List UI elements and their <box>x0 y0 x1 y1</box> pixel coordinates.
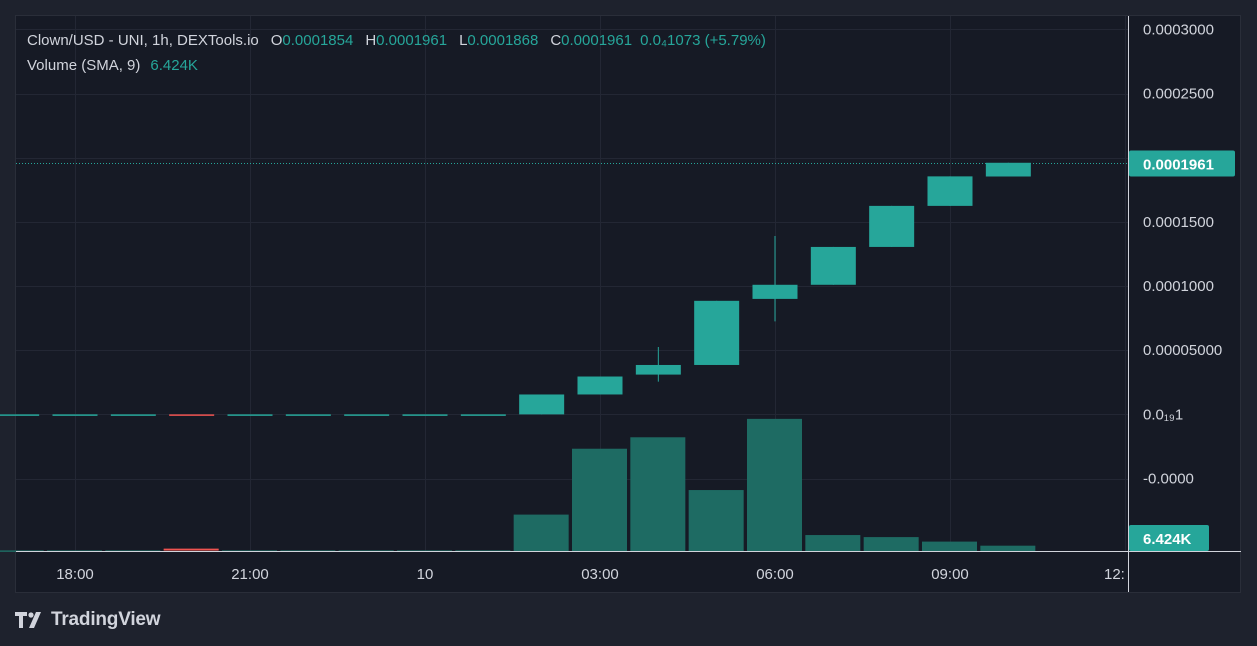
volume-bar <box>630 437 686 551</box>
last-price-tag-bg <box>1129 150 1235 177</box>
candle-body <box>810 246 856 285</box>
candle-body <box>694 300 740 365</box>
price-axis-label: 0.00005000 <box>1143 342 1222 359</box>
volume-bar <box>513 514 569 551</box>
candle-body <box>752 284 798 299</box>
candle-body <box>985 162 1031 177</box>
price-axis-label: 0.0003000 <box>1143 21 1214 38</box>
price-axis[interactable]: 0.0003000 0.0002500 0.0001500 0.0001000 0.00… <box>1143 21 1222 487</box>
time-axis-label: 21:00 <box>231 566 269 583</box>
volume-bar <box>747 418 802 551</box>
volume-bar <box>863 537 919 551</box>
candle-body <box>519 394 565 415</box>
tradingview-icon <box>15 612 41 628</box>
price-axis-label: 0.0001000 <box>1143 278 1214 295</box>
candle-body <box>52 414 98 416</box>
time-axis-label: 06:00 <box>756 566 794 583</box>
candle-body <box>227 414 273 416</box>
volume-bar <box>572 448 627 551</box>
candle-body <box>460 414 506 416</box>
price-axis-label: 0.0₁₉1 <box>1143 406 1183 423</box>
time-axis-label: 09:00 <box>931 566 969 583</box>
tradingview-logo[interactable]: TradingView <box>15 609 161 631</box>
last-price-tag-label: 0.0001961 <box>1143 157 1214 174</box>
price-axis-label: -0.0000 <box>1143 471 1194 488</box>
volume-bar <box>805 535 861 551</box>
volume-bar <box>688 490 744 551</box>
candle-body <box>0 414 40 416</box>
chart-frame <box>15 15 1241 593</box>
candle-body <box>110 414 156 416</box>
candle-body <box>169 414 215 416</box>
candle-body <box>577 376 623 395</box>
candle-body <box>402 414 448 416</box>
volume-bar <box>163 549 219 551</box>
volume-tag-label: 6.424K <box>1143 531 1192 548</box>
candle-body <box>344 414 390 416</box>
time-axis-label: 03:00 <box>581 566 619 583</box>
candlesticks <box>0 162 1031 416</box>
candle-body <box>285 414 331 416</box>
time-axis-label: 18:00 <box>56 566 94 583</box>
price-axis-label: 0.0001500 <box>1143 214 1214 231</box>
candle-body <box>927 176 973 206</box>
price-axis-label: 0.0002500 <box>1143 86 1214 103</box>
volume-tag-bg <box>1129 525 1209 551</box>
time-axis-label: 12: <box>1104 566 1125 583</box>
grid-lines <box>16 16 1128 551</box>
volume-bars <box>0 418 1036 552</box>
volume-bar <box>980 545 1036 551</box>
tradingview-wordmark: TradingView <box>51 609 161 630</box>
candle-body <box>869 205 915 247</box>
time-axis-label: 10 <box>417 566 434 583</box>
volume-tag: 6.424K <box>1129 525 1209 551</box>
candle-body <box>635 364 681 375</box>
time-axis[interactable]: 18:00 21:00 10 03:00 06:00 09:00 12: <box>56 566 1125 583</box>
volume-bar <box>922 541 977 551</box>
last-price-tag: 0.0001961 <box>1129 150 1235 177</box>
